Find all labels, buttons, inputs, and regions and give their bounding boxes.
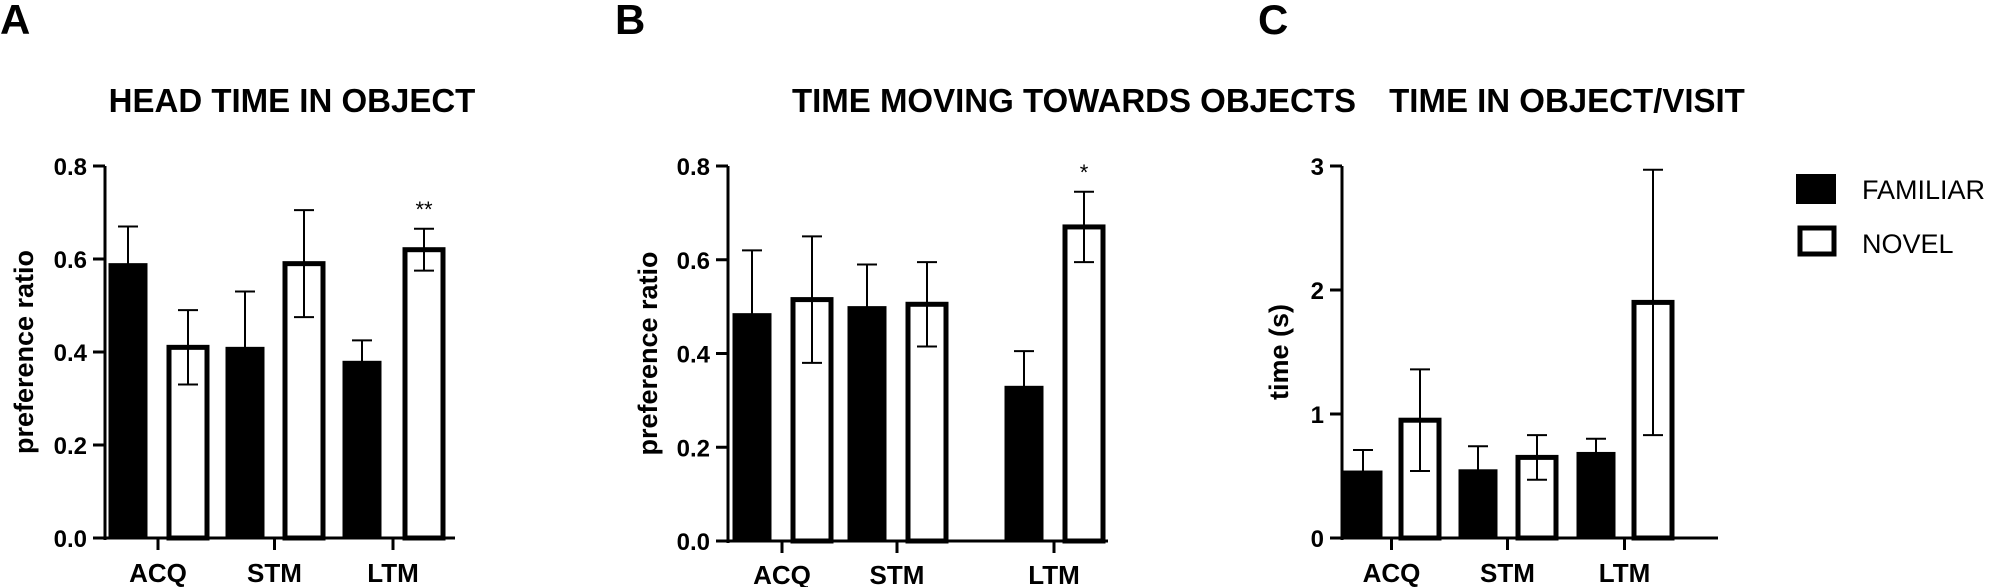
x-tick-label: LTM [1028, 560, 1080, 587]
bar-familiar [1576, 451, 1616, 539]
y-tick-label: 0.2 [677, 435, 710, 462]
bar-familiar [847, 306, 887, 542]
bar-novel [402, 247, 446, 541]
x-tick-label: ACQ [1363, 558, 1421, 587]
y-tick-label: 2 [1311, 278, 1324, 305]
panel-letter: C [1258, 0, 1288, 43]
y-tick-label: 3 [1311, 154, 1324, 181]
bar-familiar [1004, 385, 1044, 542]
legend-swatch-novel [1797, 225, 1837, 257]
bar-novel [282, 261, 326, 541]
legend: FAMILIAR NOVEL [1796, 174, 1985, 259]
x-tick-label: LTM [1599, 558, 1651, 587]
bar-familiar [732, 313, 772, 542]
x-tick-label: STM [870, 560, 925, 587]
bar-familiar [225, 346, 265, 539]
bar-familiar [1343, 470, 1383, 539]
x-tick-label: STM [1480, 558, 1535, 587]
significance-marker: * [1080, 160, 1089, 185]
bar-novel [905, 301, 949, 544]
y-tick-label: 0.4 [677, 342, 711, 369]
x-tick-label: LTM [367, 558, 419, 587]
y-tick-label: 0.0 [54, 526, 87, 553]
y-tick-label: 0.6 [54, 247, 87, 274]
x-tick-label: STM [247, 558, 302, 587]
legend-label-novel: NOVEL [1862, 229, 1954, 259]
panel-title: HEAD TIME IN OBJECT [109, 82, 476, 119]
y-tick-label: 0.4 [54, 340, 88, 367]
bar-novel [1398, 417, 1442, 541]
bar-novel [1631, 299, 1675, 541]
x-tick-label: ACQ [753, 560, 811, 587]
bar-novel [790, 297, 834, 544]
panel-title: TIME MOVING TOWARDS OBJECTS [792, 82, 1356, 119]
chart-panel-c: C TIME IN OBJECT/VISIT time (s) 0 1 2 3 ACQ STM L… [1258, 0, 1745, 587]
y-tick-label: 1 [1311, 402, 1324, 429]
legend-swatch-familiar [1796, 174, 1836, 204]
y-tick-label: 0.0 [677, 529, 710, 556]
panel-title: TIME IN OBJECT/VISIT [1389, 82, 1745, 119]
bar-novel [166, 344, 210, 541]
y-tick-label: 0.2 [54, 433, 87, 460]
bar-novel [1515, 454, 1559, 541]
x-tick-label: ACQ [129, 558, 187, 587]
y-tick-label: 0 [1311, 526, 1324, 553]
y-axis-label: time (s) [1264, 304, 1294, 400]
bar-familiar [108, 263, 148, 539]
bar-familiar [1458, 469, 1498, 539]
panel-letter: B [615, 0, 645, 43]
chart-panel-b: B TIME MOVING TOWARDS OBJECTS preference r… [615, 0, 1356, 587]
chart-panel-a: A HEAD TIME IN OBJECT preference ratio 0.0 0… [0, 0, 475, 587]
y-axis-label: preference ratio [633, 251, 663, 455]
y-tick-label: 0.8 [677, 154, 710, 181]
y-axis-label: preference ratio [9, 250, 39, 454]
panel-letter: A [0, 0, 30, 43]
y-tick-label: 0.6 [677, 248, 710, 275]
significance-marker: ** [415, 197, 433, 222]
legend-label-familiar: FAMILIAR [1862, 175, 1985, 205]
bar-novel [1062, 224, 1106, 544]
y-tick-label: 0.8 [54, 154, 87, 181]
bar-familiar [342, 360, 382, 539]
